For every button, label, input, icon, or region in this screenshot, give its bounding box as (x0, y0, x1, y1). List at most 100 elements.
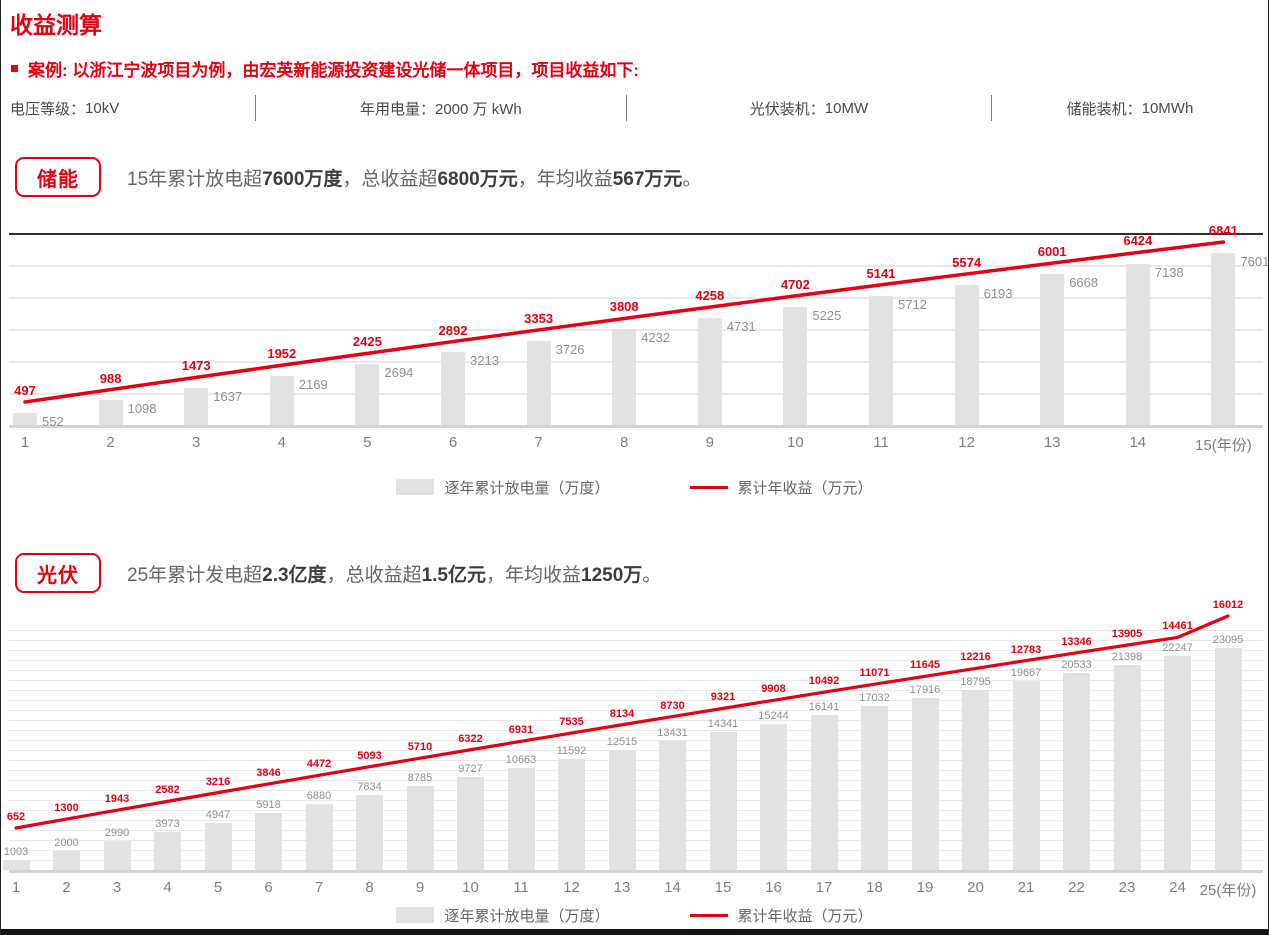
bar (103, 841, 131, 870)
bar-value-label: 9727 (458, 762, 483, 775)
line-value-label: 6424 (1123, 233, 1153, 249)
bar-value-label: 7601 (1240, 254, 1269, 270)
bar (861, 706, 888, 870)
x-axis-label: 8 (620, 434, 629, 451)
line-value-label: 2425 (352, 334, 382, 350)
line-value-label: 7535 (559, 716, 584, 729)
bar-value-label: 13431 (657, 727, 688, 740)
line-legend-label: 累计年收益（万元） (737, 907, 873, 925)
line-value-label: 4702 (780, 276, 810, 292)
gridline (9, 680, 1263, 681)
storage-badge: 储能 (15, 157, 101, 197)
line-value-label: 9908 (761, 683, 786, 696)
bar (2, 860, 30, 870)
line-value-label: 3353 (524, 310, 554, 326)
x-axis-label: 5 (363, 434, 372, 451)
bar (1063, 672, 1090, 870)
gridline (9, 640, 1263, 641)
pv-chart: 1003 1 2000 2 2990 3 3973 4 4947 5 5918 6 6880 7 7834 8… (2, 592, 1263, 905)
x-axis-label: 7 (534, 434, 543, 451)
gridline (9, 830, 1263, 831)
line-value-label: 1943 (104, 793, 130, 806)
gridline (9, 660, 1263, 661)
gridline (9, 780, 1263, 781)
info-label: 电压等级： (10, 100, 86, 118)
x-axis-label: 1 (11, 879, 21, 896)
line-value-label: 6841 (1208, 222, 1238, 238)
section-header-pv: 光伏 25年累计发电超2.3亿度，总收益超1.5亿元，年均收益1250万。 (15, 552, 661, 594)
gridline (9, 740, 1263, 741)
bar (269, 375, 294, 425)
bar-value-label: 2694 (384, 365, 414, 381)
line-value-label: 3216 (205, 775, 231, 788)
bar-value-label: 3213 (470, 353, 499, 369)
bar (526, 340, 551, 425)
bar (810, 715, 838, 870)
case-row: 案例: 以浙江宁波项目为例，由宏英新能源投资建设光储一体项目，项目收益如下: (11, 56, 639, 81)
bar-value-label: 1637 (213, 388, 243, 404)
bar-legend-label: 逐年累计放电量（万度） (444, 479, 610, 497)
line-value-label: 5141 (866, 265, 896, 281)
gridline (9, 233, 1263, 235)
gridline (9, 770, 1263, 771)
x-axis-label: 25(年份) (1199, 882, 1257, 899)
line-value-label: 13905 (1111, 628, 1143, 641)
bar (709, 732, 737, 870)
bar (406, 785, 434, 870)
line-value-label: 6001 (1037, 244, 1067, 260)
line-value-label: 12216 (960, 651, 991, 664)
legend-item-line: 累计年收益（万元） (689, 905, 873, 926)
bar-value-label: 19667 (1010, 667, 1042, 680)
pv-badge: 光伏 (15, 553, 101, 593)
bar-value-label: 7138 (1154, 264, 1184, 280)
bullet-square-icon (11, 65, 18, 72)
info-value: 10kV (85, 99, 120, 117)
line-value-label: 5710 (407, 741, 433, 754)
x-axis-label: 20 (967, 879, 984, 896)
bar-value-label: 22247 (1162, 642, 1193, 655)
gridline (9, 790, 1263, 791)
pv-chart-legend: 逐年累计放电量（万度） 累计年收益（万元） (1, 904, 1268, 926)
bar-value-label: 5225 (812, 307, 842, 323)
bar (441, 352, 465, 425)
bar-value-label: 552 (42, 413, 64, 429)
line-value-label: 8730 (660, 699, 685, 712)
x-axis-label: 11 (873, 434, 889, 451)
x-axis-label: 11 (513, 879, 529, 896)
headline-segment: 15年累计放电超 (127, 168, 263, 190)
line-value-label: 2582 (155, 784, 180, 797)
bar-value-label: 17032 (859, 692, 890, 705)
line-value-label: 6931 (508, 724, 534, 737)
bar (457, 776, 484, 870)
bar (13, 412, 37, 425)
line-legend-swatch (689, 485, 728, 489)
bar (1211, 253, 1236, 425)
legend-item-bars: 逐年累计放电量（万度） (396, 905, 610, 926)
headline-segment: 。 (682, 168, 702, 190)
bar-value-label: 20533 (1061, 658, 1092, 671)
gridline (9, 850, 1263, 851)
line-value-label: 16012 (1212, 599, 1244, 612)
bar (184, 387, 209, 425)
x-axis-label: 3 (112, 879, 122, 896)
info-cell-3: 储能装机： 10MWh (990, 95, 1268, 121)
gridline (9, 720, 1263, 721)
headline-segment: ，年均收益 (486, 564, 582, 586)
bar (911, 698, 939, 870)
gridline (9, 700, 1263, 701)
x-axis-label: 6 (448, 434, 458, 451)
bar (507, 767, 535, 870)
gridline (9, 860, 1263, 861)
gridline (9, 690, 1263, 691)
x-axis-label: 19 (916, 879, 934, 896)
x-axis-label: 10 (787, 434, 804, 451)
headline-segment: ，年均收益 (517, 168, 613, 190)
bar (305, 803, 333, 870)
bar (53, 850, 80, 870)
gridline (9, 800, 1263, 801)
bar-value-label: 15244 (758, 709, 789, 722)
x-axis-label: 10 (462, 879, 479, 896)
x-axis-line (9, 870, 1263, 873)
bar (954, 284, 979, 425)
line-value-label: 4472 (306, 758, 332, 771)
